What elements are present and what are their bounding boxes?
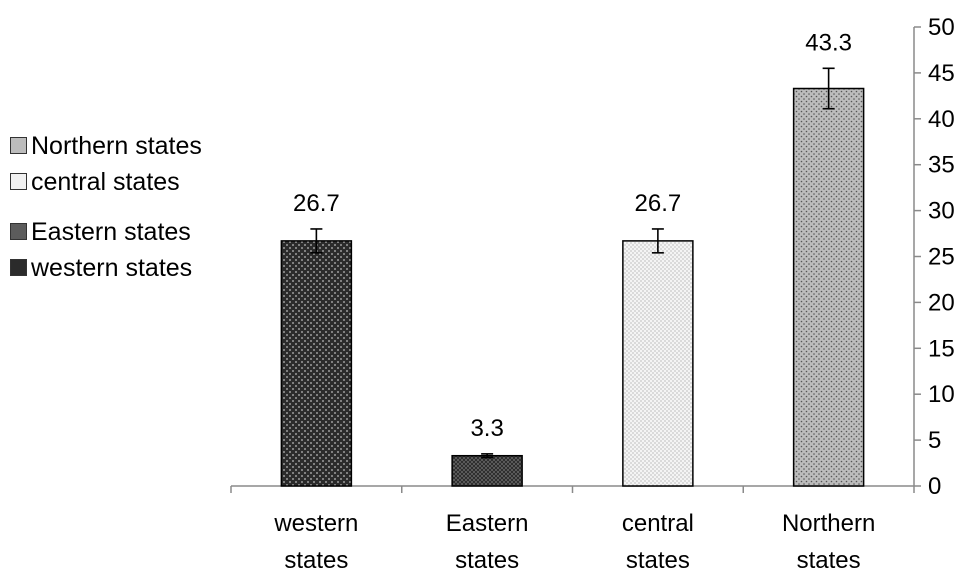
legend-item-northern: Northern states <box>10 128 220 164</box>
data-label: 26.7 <box>635 190 682 217</box>
y-tick-label: 15 <box>928 335 955 362</box>
bar <box>451 454 523 487</box>
y-tick-label: 40 <box>928 106 955 133</box>
x-tick-label: Eastern <box>446 510 529 537</box>
y-tick-label: 10 <box>928 381 955 408</box>
bar <box>622 240 694 487</box>
bars-layer <box>280 67 865 487</box>
data-label: 43.3 <box>805 29 852 56</box>
y-tick-label: 25 <box>928 244 955 271</box>
x-tick-label: western <box>273 510 358 537</box>
x-tick-label: states <box>626 547 690 569</box>
legend-label-western: western states <box>31 254 193 282</box>
legend-label-central: central states <box>31 168 180 196</box>
x-tick-label: central <box>622 510 694 537</box>
legend-swatch-northern <box>10 137 27 154</box>
bar <box>280 240 353 487</box>
x-tick-label: Northern <box>782 510 875 537</box>
y-tick-label: 0 <box>928 473 941 500</box>
x-tick-label: states <box>797 547 861 569</box>
x-tick-label: states <box>455 547 519 569</box>
y-tick-label: 45 <box>928 60 955 87</box>
bar <box>792 87 865 487</box>
legend-item-central: central states <box>10 164 220 200</box>
legend-item-eastern: Eastern states <box>10 214 220 250</box>
y-tick-label: 5 <box>928 427 941 454</box>
legend-label-eastern: Eastern states <box>31 218 191 246</box>
labels-layer: 0 5 10 15 20 25 30 35 40 45 50 26.7 western states 3.3… <box>273 14 955 574</box>
legend-swatch-eastern <box>10 223 27 240</box>
legend: Northern states central states Eastern s… <box>10 128 220 286</box>
legend-label-northern: Northern states <box>31 132 202 160</box>
y-tick-label: 30 <box>928 198 955 225</box>
y-tick-label: 20 <box>928 289 955 316</box>
y-tick-label: 50 <box>928 14 955 41</box>
data-label: 26.7 <box>293 190 340 217</box>
data-label: 3.3 <box>470 415 503 442</box>
legend-swatch-central <box>10 173 27 190</box>
legend-item-western: western states <box>10 250 220 286</box>
y-tick-label: 35 <box>928 152 955 179</box>
x-tick-label: states <box>284 547 348 569</box>
legend-swatch-western <box>10 259 27 276</box>
